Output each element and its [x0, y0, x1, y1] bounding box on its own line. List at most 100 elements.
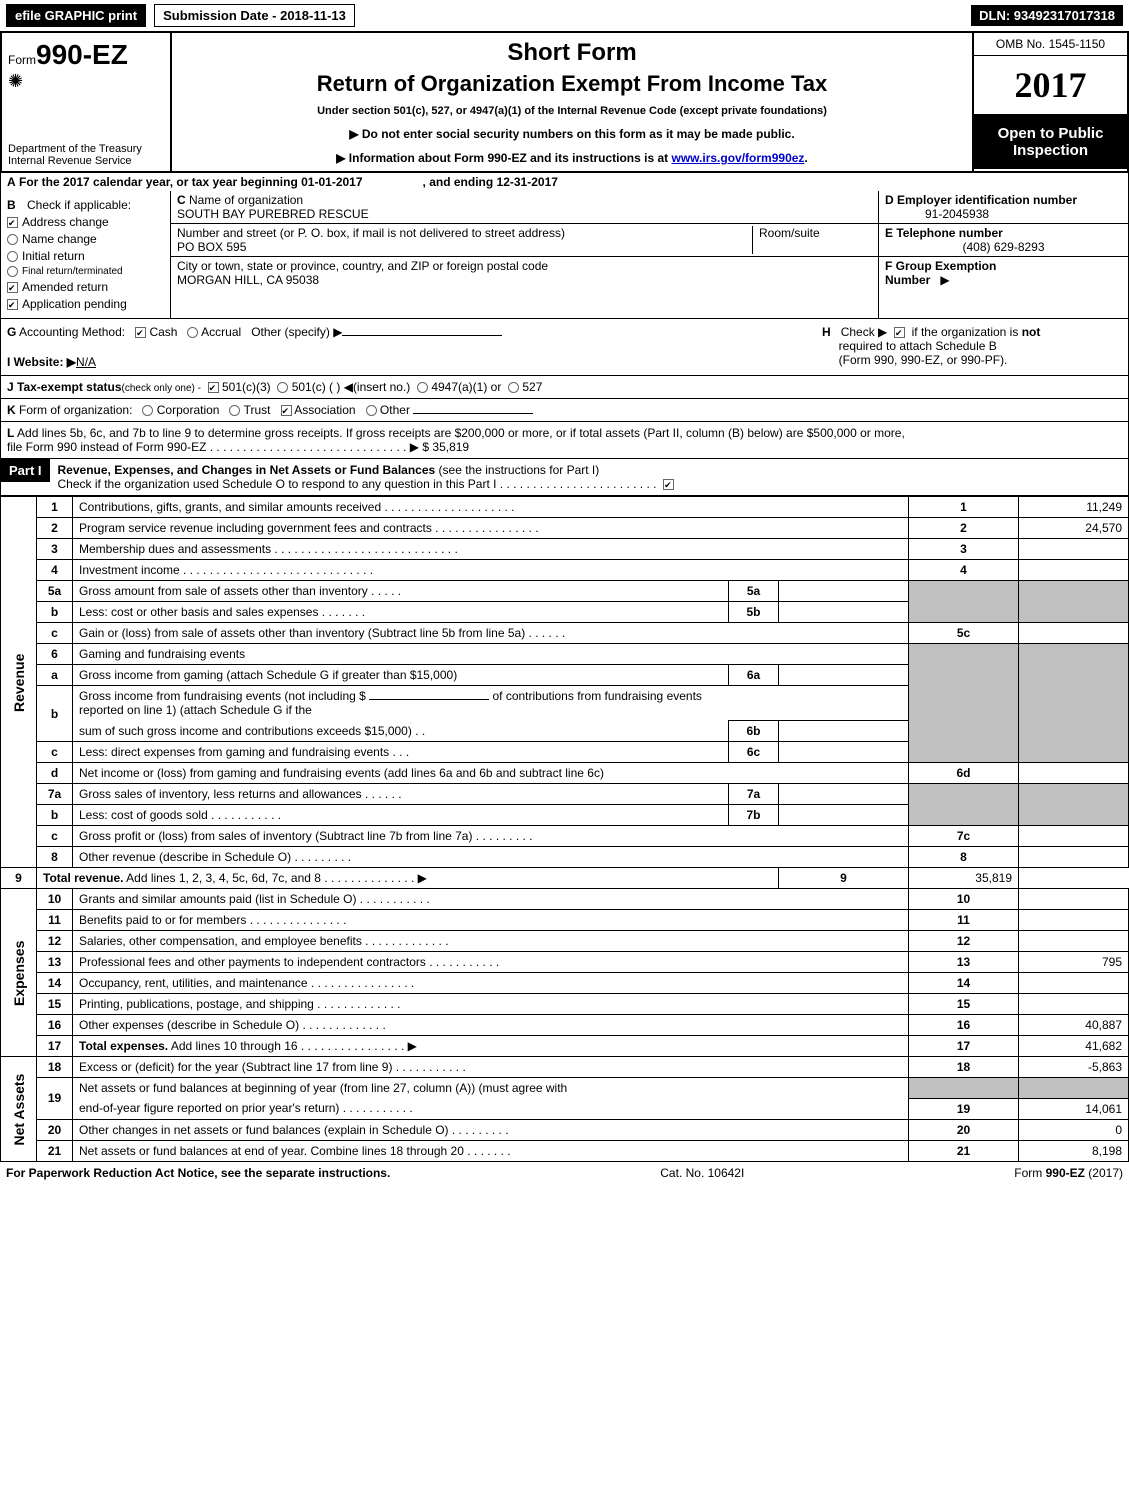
sub-5b: 5b — [729, 602, 779, 623]
label-h: H — [822, 325, 831, 339]
rnum-1: 1 — [909, 497, 1019, 518]
part1-sub: Check if the organization used Schedule … — [58, 477, 1120, 491]
line-16: 16 Other expenses (describe in Schedule … — [1, 1015, 1129, 1036]
cb-other-org[interactable] — [366, 405, 377, 416]
sub-7b: 7b — [729, 805, 779, 826]
sub-6a: 6a — [729, 665, 779, 686]
rnum-10: 10 — [909, 889, 1019, 910]
tax-year: 2017 — [974, 56, 1127, 115]
org-name-block: C Name of organization SOUTH BAY PUREBRE… — [171, 191, 878, 224]
cb-501c[interactable] — [277, 382, 288, 393]
lbl-final: Final return/terminated — [22, 266, 123, 277]
rnum-3: 3 — [909, 539, 1019, 560]
cb-initial[interactable] — [7, 251, 18, 262]
rnum-21: 21 — [909, 1140, 1019, 1161]
desc-17-rest: Add lines 10 through 16 . . . . . . . . … — [168, 1039, 417, 1053]
row-a: A For the 2017 calendar year, or tax yea… — [0, 173, 1129, 191]
row-l: L Add lines 5b, 6c, and 7b to line 9 to … — [0, 422, 1129, 459]
line-4: 4 Investment income . . . . . . . . . . … — [1, 560, 1129, 581]
ein-block: D Employer identification number 91-2045… — [879, 191, 1128, 224]
6b-d1: Gross income from fundraising events (no… — [79, 689, 369, 703]
line-17: 17 Total expenses. Add lines 10 through … — [1, 1036, 1129, 1057]
num-4: 4 — [37, 560, 73, 581]
rnum-2: 2 — [909, 518, 1019, 539]
rnum-7c: 7c — [909, 826, 1019, 847]
label-b: B — [7, 198, 16, 212]
desc-12: Salaries, other compensation, and employ… — [73, 931, 909, 952]
num-5a: 5a — [37, 581, 73, 602]
desc-7b: Less: cost of goods sold . . . . . . . .… — [73, 805, 729, 826]
label-c: C — [177, 193, 186, 207]
6b-input[interactable] — [369, 699, 489, 700]
street-block: Number and street (or P. O. box, if mail… — [171, 224, 878, 257]
rnum-16: 16 — [909, 1015, 1019, 1036]
other-specify-input[interactable] — [342, 335, 502, 336]
desc-9: Total revenue. Add lines 1, 2, 3, 4, 5c,… — [37, 868, 779, 889]
cb-name-change[interactable] — [7, 234, 18, 245]
cb-527[interactable] — [508, 382, 519, 393]
cb-accrual[interactable] — [187, 327, 198, 338]
cb-schedule-o[interactable] — [663, 479, 674, 490]
num-6a: a — [37, 665, 73, 686]
num-9: 9 — [1, 868, 37, 889]
side-revenue: Revenue — [1, 497, 37, 868]
amt-14 — [1019, 973, 1129, 994]
line-3: 3 Membership dues and assessments . . . … — [1, 539, 1129, 560]
amt-1: 11,249 — [1019, 497, 1129, 518]
desc-4: Investment income . . . . . . . . . . . … — [73, 560, 909, 581]
line-7c: c Gross profit or (loss) from sales of i… — [1, 826, 1129, 847]
cb-corporation[interactable] — [142, 405, 153, 416]
cb-association[interactable] — [281, 405, 292, 416]
cb-trust[interactable] — [229, 405, 240, 416]
cb-address-change[interactable] — [7, 217, 18, 228]
city-block: City or town, state or province, country… — [171, 257, 878, 289]
lbl-accrual: Accrual — [201, 325, 241, 339]
part1-title: Revenue, Expenses, and Changes in Net As… — [58, 463, 436, 477]
other-org-input[interactable] — [413, 413, 533, 414]
amt-10 — [1019, 889, 1129, 910]
open-to-public: Open to Public Inspection — [974, 115, 1127, 169]
city-label: City or town, state or province, country… — [177, 259, 548, 273]
shade-5 — [909, 581, 1019, 623]
rnum-4: 4 — [909, 560, 1019, 581]
check-if-label: Check if applicable: — [27, 198, 131, 212]
city-val: MORGAN HILL, CA 95038 — [177, 273, 319, 287]
line-9: 9 Total revenue. Add lines 1, 2, 3, 4, 5… — [1, 868, 1129, 889]
section-ghi: G Accounting Method: Cash Accrual Other … — [0, 319, 1129, 376]
num-10: 10 — [37, 889, 73, 910]
form990ez-link[interactable]: www.irs.gov/form990ez — [671, 151, 804, 165]
efile-print-button[interactable]: efile GRAPHIC print — [6, 4, 146, 27]
cb-schedule-b[interactable] — [894, 327, 905, 338]
h-text4: (Form 990, 990-EZ, or 990-PF). — [839, 353, 1008, 367]
l-dots: . . . . . . . . . . . . . . . . . . . . … — [210, 440, 419, 454]
desc-13: Professional fees and other payments to … — [73, 952, 909, 973]
instr2-pre: ▶ Information about Form 990-EZ and its … — [336, 151, 671, 165]
amt-17: 41,682 — [1019, 1036, 1129, 1057]
cb-final[interactable] — [7, 266, 18, 277]
subamt-5b — [779, 602, 909, 623]
cb-amended[interactable] — [7, 282, 18, 293]
desc-9-bold: Total revenue. — [43, 871, 123, 885]
side-expenses: Expenses — [1, 889, 37, 1057]
rnum-13: 13 — [909, 952, 1019, 973]
lbl-amended: Amended return — [22, 280, 108, 294]
sub-6c: 6c — [729, 742, 779, 763]
lbl-trust: Trust — [244, 403, 271, 417]
desc-11: Benefits paid to or for members . . . . … — [73, 910, 909, 931]
cb-4947[interactable] — [417, 382, 428, 393]
cb-cash[interactable] — [135, 327, 146, 338]
dept-line1: Department of the Treasury — [8, 143, 142, 155]
cb-501c3[interactable] — [208, 382, 219, 393]
sub-5a: 5a — [729, 581, 779, 602]
lbl-527: 527 — [522, 380, 542, 394]
line-7a: 7a Gross sales of inventory, less return… — [1, 784, 1129, 805]
num-13: 13 — [37, 952, 73, 973]
desc-9-rest: Add lines 1, 2, 3, 4, 5c, 6d, 7c, and 8 … — [123, 871, 426, 885]
line-13: 13 Professional fees and other payments … — [1, 952, 1129, 973]
rnum-11: 11 — [909, 910, 1019, 931]
desc-19-2: end-of-year figure reported on prior yea… — [73, 1098, 909, 1119]
label-g: G — [7, 325, 16, 339]
lbl-assoc: Association — [294, 403, 355, 417]
lbl-pending: Application pending — [22, 297, 127, 311]
cb-pending[interactable] — [7, 299, 18, 310]
